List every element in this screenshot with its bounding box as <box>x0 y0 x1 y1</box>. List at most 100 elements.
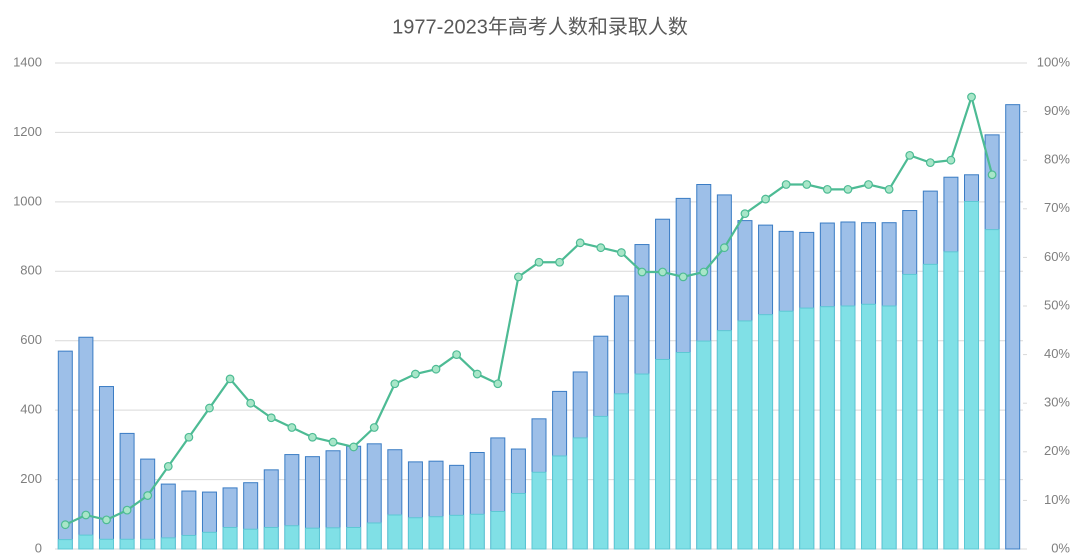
bar <box>469 513 485 550</box>
y2-tick-label: 60% <box>1044 249 1070 264</box>
rate-marker <box>431 364 441 374</box>
bar <box>140 458 156 550</box>
y2-tick-label: 70% <box>1044 200 1070 215</box>
rate-marker <box>184 432 194 442</box>
bar <box>881 305 897 550</box>
bar <box>201 531 217 550</box>
rate-marker <box>287 423 297 432</box>
rate-marker <box>637 267 647 277</box>
rate-marker <box>575 238 585 248</box>
y2-tick-label: 0% <box>1051 540 1070 553</box>
rate-marker <box>802 180 812 189</box>
bar <box>964 201 980 550</box>
bar <box>696 340 712 550</box>
rate-marker <box>163 461 173 471</box>
bar <box>984 229 1000 550</box>
rate-marker <box>864 180 873 189</box>
bar <box>78 534 94 550</box>
bar <box>304 527 320 550</box>
rate-marker <box>225 374 235 384</box>
rate-marker <box>411 369 420 379</box>
y-tick-label: 400 <box>20 402 42 417</box>
bar <box>531 471 547 550</box>
bar <box>572 437 588 550</box>
bar <box>613 393 629 550</box>
rate-marker <box>472 369 482 379</box>
bar <box>222 526 238 550</box>
rate-marker <box>493 379 503 389</box>
bar <box>675 352 691 550</box>
bar <box>943 251 959 550</box>
rate-marker <box>699 267 709 277</box>
y2-tick-label: 50% <box>1044 297 1070 312</box>
y2-tick-label: 10% <box>1044 492 1070 507</box>
rate-marker <box>369 423 379 432</box>
chart-title: 1977-2023年高考人数和录取人数 <box>392 15 688 38</box>
rate-marker <box>822 184 832 194</box>
bar <box>819 306 835 550</box>
rate-marker <box>143 491 153 500</box>
rate-marker <box>328 437 338 447</box>
rate-marker <box>946 155 956 165</box>
rate-marker <box>205 403 214 413</box>
y2-tick-label: 30% <box>1044 395 1070 410</box>
bar <box>840 305 856 550</box>
rate-marker <box>60 520 70 530</box>
rate-marker <box>308 432 317 442</box>
rate-marker <box>740 209 750 219</box>
rate-marker <box>719 243 729 253</box>
bar <box>325 527 341 550</box>
y2-tick-label: 100% <box>1037 54 1071 69</box>
rate-marker <box>987 170 997 180</box>
y2-tick-label: 80% <box>1044 152 1070 167</box>
rate-marker <box>781 180 791 189</box>
rate-marker <box>81 510 91 520</box>
bar <box>655 358 671 550</box>
rate-marker <box>905 150 915 160</box>
bar <box>428 516 444 550</box>
bar <box>366 522 382 550</box>
rate-marker <box>452 350 462 360</box>
rate-marker <box>616 248 626 257</box>
bar <box>510 492 526 550</box>
bar <box>160 537 176 550</box>
rate-marker <box>102 515 111 525</box>
bar <box>861 303 877 550</box>
y-tick-label: 1400 <box>13 54 42 69</box>
bar <box>902 273 918 550</box>
rate-marker <box>596 243 606 253</box>
rate-marker <box>884 184 894 194</box>
rate-marker <box>555 257 564 267</box>
bar <box>593 415 609 550</box>
bar <box>263 526 279 550</box>
rate-marker <box>678 272 688 282</box>
rate-marker <box>967 92 976 102</box>
rate-marker <box>534 257 544 267</box>
bar <box>449 514 465 550</box>
bar <box>346 526 362 550</box>
y-tick-label: 200 <box>20 471 42 486</box>
y-tick-label: 0 <box>35 540 42 553</box>
bar <box>98 538 114 550</box>
bar <box>490 511 506 550</box>
bar <box>119 432 135 550</box>
y2-tick-label: 20% <box>1044 443 1070 458</box>
rate-marker <box>349 442 359 452</box>
bar <box>57 539 73 550</box>
bar <box>243 528 259 550</box>
rate-marker <box>761 194 770 204</box>
rate-marker <box>514 272 523 282</box>
bar <box>98 386 114 550</box>
bar <box>407 517 423 550</box>
rate-marker <box>390 379 400 389</box>
bar <box>778 310 794 550</box>
y-tick-label: 1200 <box>13 124 42 139</box>
bar <box>634 373 650 550</box>
bar <box>387 514 403 550</box>
rate-marker <box>246 398 256 408</box>
y2-tick-label: 40% <box>1044 346 1070 361</box>
rate-marker <box>658 267 667 277</box>
bar <box>57 350 73 550</box>
bar <box>716 330 732 550</box>
